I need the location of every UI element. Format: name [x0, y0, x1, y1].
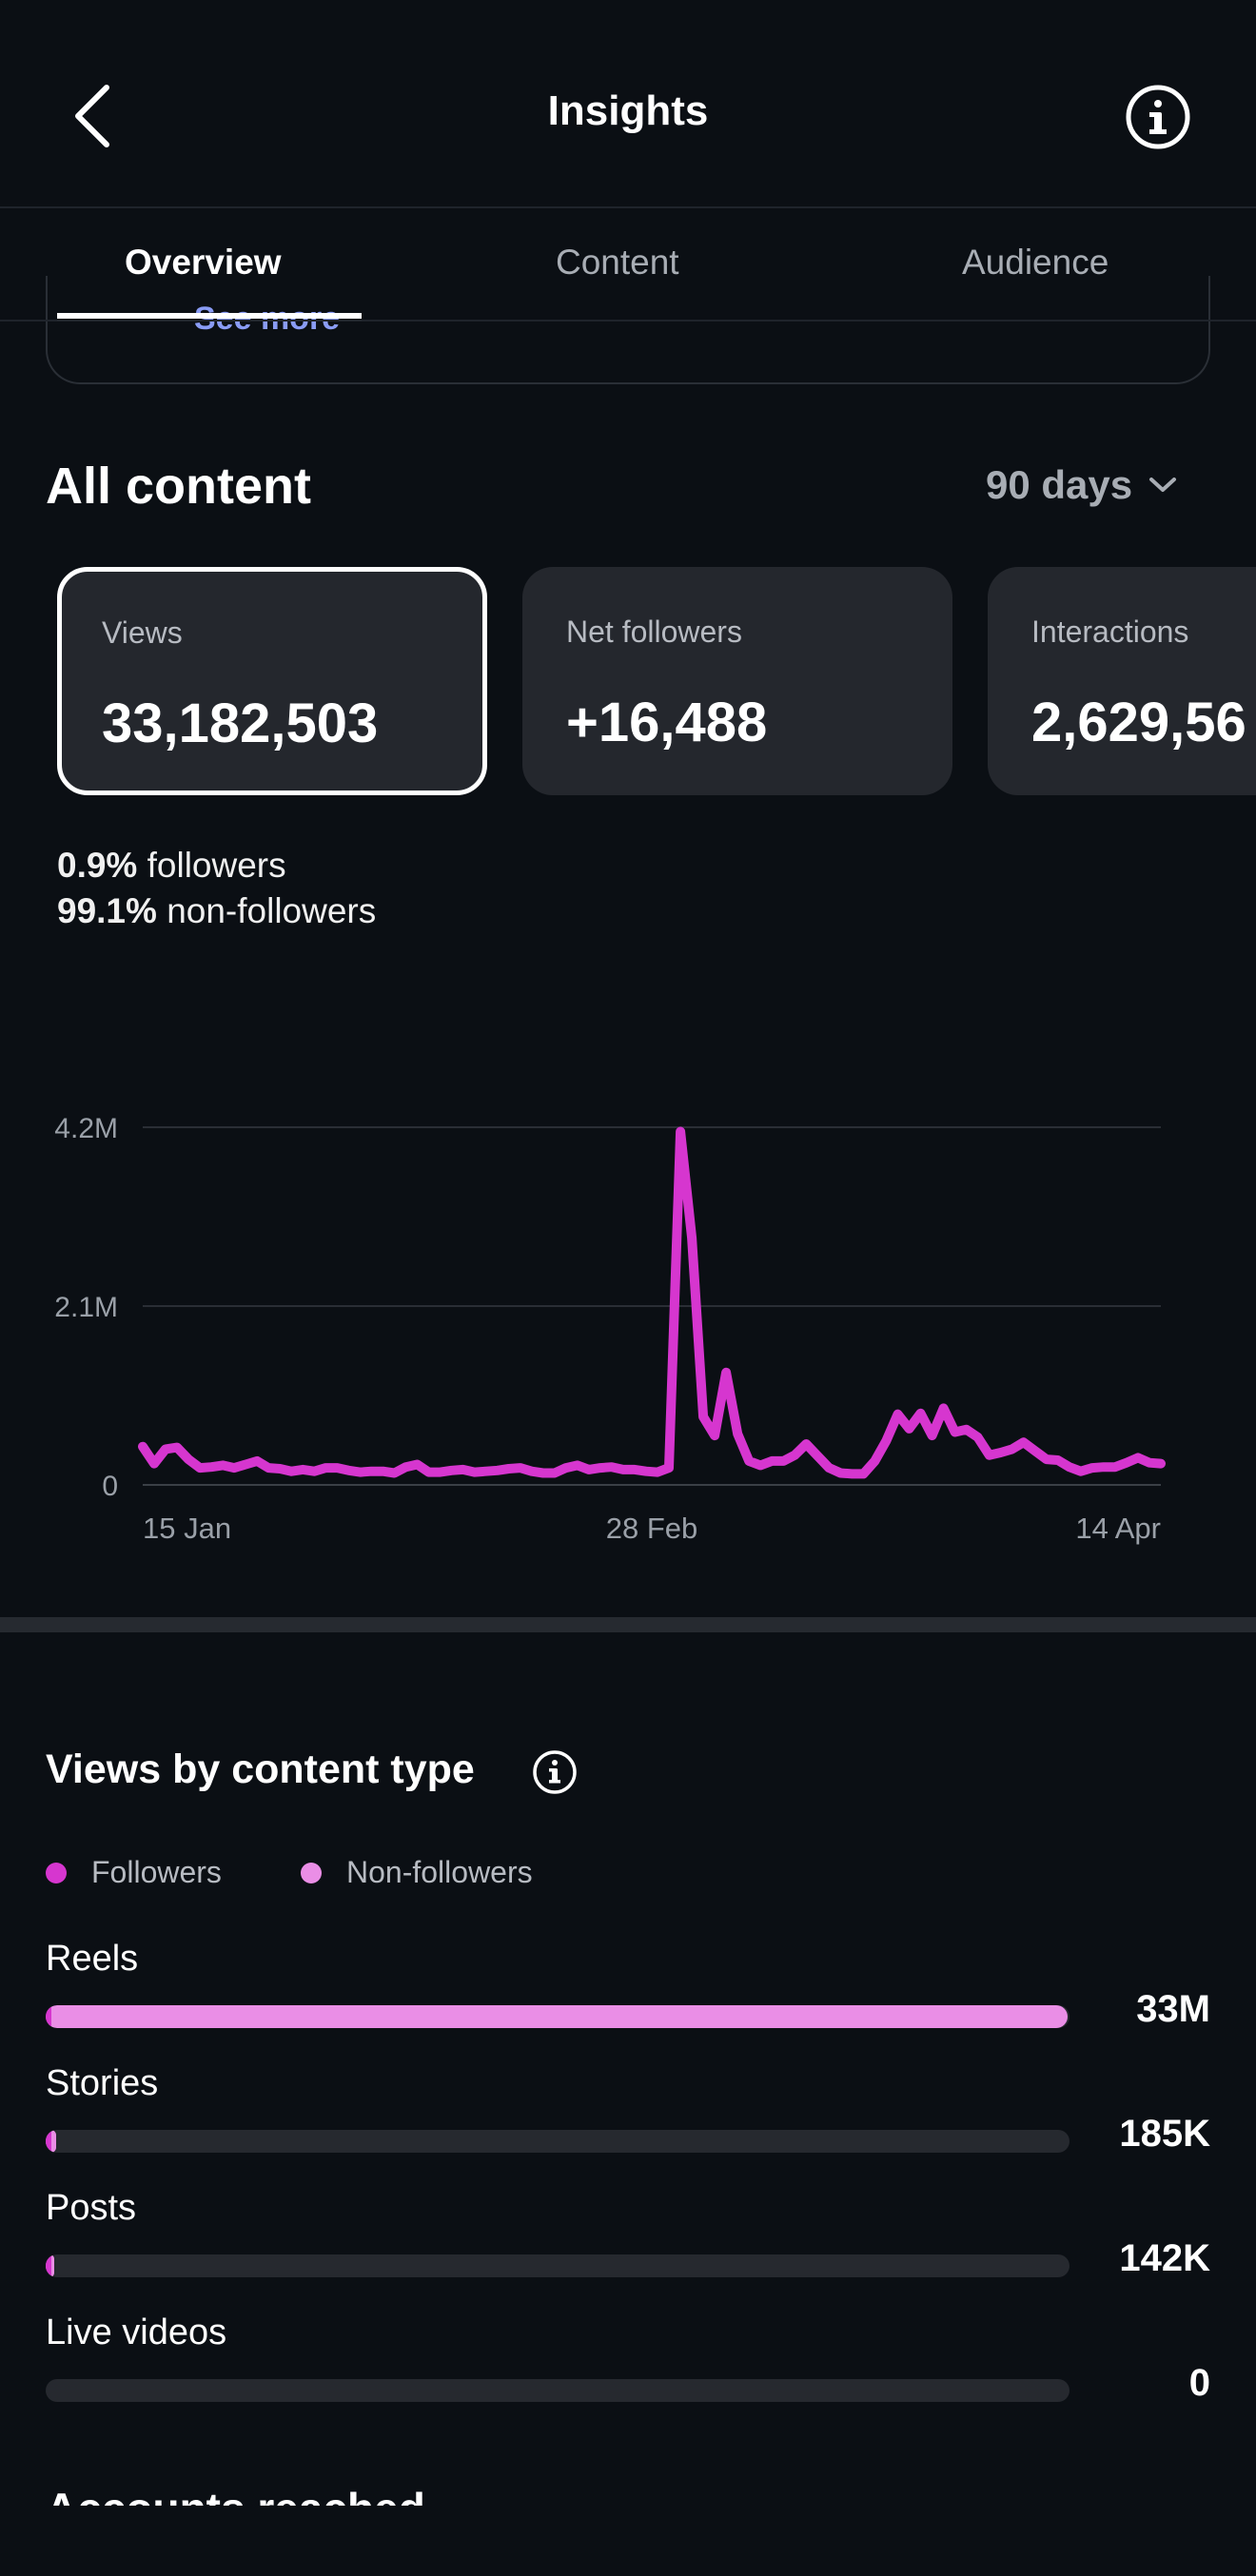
- content-type-bar: [46, 2254, 1070, 2277]
- legend-dot-nonfollowers: [301, 1862, 322, 1883]
- stat-label: Net followers: [566, 615, 742, 649]
- previous-card: [46, 276, 1210, 384]
- legend-dot-followers: [46, 1862, 67, 1883]
- content-type-bar: [46, 2005, 1070, 2028]
- views-series-line: [138, 1126, 1166, 1479]
- nonfollowers-breakdown: 99.1% non-followers: [57, 891, 377, 930]
- stat-label: Interactions: [1031, 615, 1189, 649]
- tab-bar: Overview Content Audience: [0, 208, 1256, 322]
- content-type-bar: [46, 2130, 1070, 2153]
- audience-breakdown: 0.9% followers 99.1% non-followers: [57, 843, 376, 934]
- y-tick-label: 4.2M: [54, 1113, 118, 1144]
- stat-value: +16,488: [566, 692, 768, 753]
- date-range-label: 90 days: [986, 462, 1133, 507]
- see-more-link[interactable]: See more: [194, 301, 341, 337]
- views-by-content-type-title: Views by content type: [46, 1747, 475, 1792]
- top-bar: Insights: [0, 0, 1256, 208]
- x-tick-label: 28 Feb: [606, 1512, 698, 1545]
- legend-label: Non-followers: [346, 1855, 533, 1889]
- content-type-label: Stories: [46, 2063, 159, 2103]
- stat-label: Views: [102, 615, 183, 650]
- section-divider: [0, 1617, 1256, 1632]
- views-line-chart: 4.2M 2.1M 0 15 Jan 28 Feb 14 Apr: [54, 1113, 1166, 1545]
- date-range-dropdown[interactable]: 90 days: [986, 462, 1178, 508]
- legend-followers: Followers: [46, 1855, 222, 1890]
- content-type-value: 185K: [1119, 2113, 1210, 2155]
- x-tick-label: 14 Apr: [1075, 1512, 1161, 1545]
- stat-card-net-followers[interactable]: Net followers +16,488: [522, 567, 952, 795]
- back-button[interactable]: [65, 78, 122, 154]
- chevron-left-icon: [75, 85, 109, 147]
- content-type-info-button[interactable]: [531, 1748, 579, 1796]
- bottom-cutoff: [0, 2506, 1256, 2576]
- content-type-value: 142K: [1119, 2237, 1210, 2279]
- stat-card-views[interactable]: Views 33,182,503: [57, 567, 487, 795]
- info-button[interactable]: [1125, 84, 1191, 150]
- content-type-bar: [46, 2379, 1070, 2402]
- x-tick-label: 15 Jan: [143, 1512, 231, 1545]
- stat-card-interactions[interactable]: Interactions 2,629,56: [988, 567, 1256, 795]
- stat-value: 33,182,503: [102, 693, 379, 754]
- info-icon: [1126, 85, 1190, 149]
- followers-breakdown: 0.9% followers: [57, 846, 286, 885]
- all-content-title: All content: [46, 458, 311, 515]
- bar-fill-followers: [46, 2130, 51, 2153]
- bar-fill-followers: [46, 2254, 51, 2277]
- tab-audience[interactable]: Audience: [962, 243, 1109, 282]
- content-type-value: 0: [1188, 2362, 1210, 2404]
- bar-fill-followers: [46, 2005, 51, 2028]
- legend-label: Followers: [91, 1855, 222, 1889]
- y-tick-label: 2.1M: [54, 1292, 118, 1323]
- content-type-label: Live videos: [46, 2313, 227, 2352]
- tab-overview[interactable]: Overview: [125, 243, 282, 282]
- tab-content[interactable]: Content: [556, 243, 679, 282]
- y-tick-label: 0: [102, 1471, 118, 1502]
- content-type-value: 33M: [1136, 1988, 1210, 2030]
- chevron-down-icon: [1149, 478, 1177, 492]
- active-tab-indicator: [57, 313, 362, 319]
- header-divider: [0, 206, 1256, 208]
- tabs-divider: [0, 320, 1256, 322]
- bar-fill-nonfollowers: [46, 2005, 1068, 2028]
- content-type-label: Posts: [46, 2188, 137, 2228]
- page-title: Insights: [547, 88, 709, 134]
- content-type-label: Reels: [46, 1939, 139, 1979]
- legend-nonfollowers: Non-followers: [301, 1855, 533, 1890]
- stat-value: 2,629,56: [1031, 692, 1246, 753]
- info-icon: [533, 1750, 577, 1794]
